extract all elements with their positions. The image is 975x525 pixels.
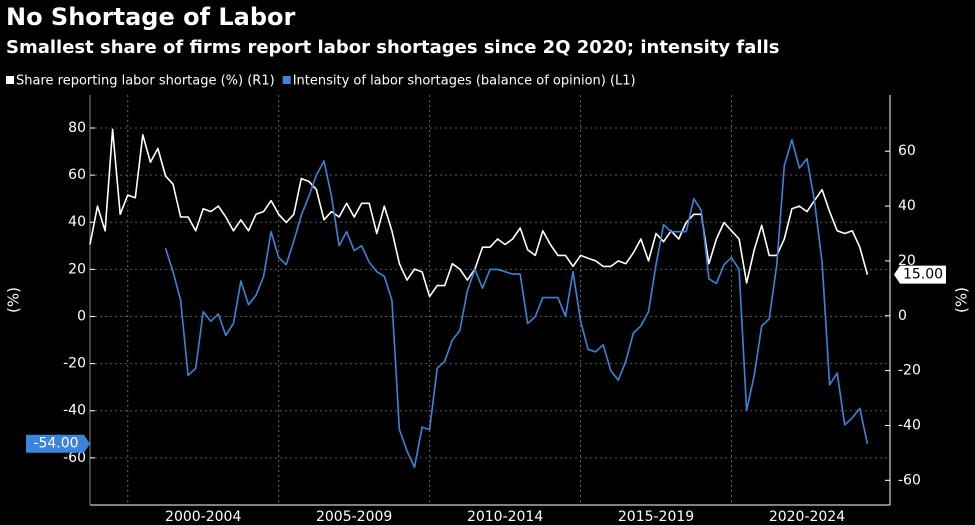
legend-label: Share reporting labor shortage (%) (R1) — [16, 74, 275, 89]
y-tick-label: 80 — [68, 120, 86, 136]
end-label: 15.00 — [903, 267, 943, 283]
y2-tick-label: 0 — [898, 308, 907, 324]
y-tick-label: 0 — [77, 308, 86, 324]
y-tick-label: 60 — [68, 167, 86, 183]
y-tick-label: 20 — [68, 261, 86, 277]
series-line — [164, 139, 869, 469]
y2-axis-label: (%) — [953, 287, 971, 313]
chart-subtitle: Smallest share of firms report labor sho… — [6, 37, 779, 58]
y2-tick-label: -40 — [898, 417, 921, 433]
y-tick-label: 40 — [68, 214, 86, 230]
end-label: -54.00 — [33, 436, 78, 452]
y-tick-label: -20 — [63, 356, 86, 372]
y-axis-label: (%) — [5, 287, 23, 313]
x-tick-label: 2010-2014 — [467, 509, 543, 525]
x-tick-label: 2000-2004 — [165, 509, 241, 525]
y2-tick-label: -20 — [898, 363, 921, 379]
y2-tick-label: 20 — [898, 253, 916, 269]
legend-swatch — [6, 76, 14, 84]
legend-swatch — [282, 76, 291, 84]
y2-tick-label: 40 — [898, 198, 916, 214]
x-tick-label: 2015-2019 — [618, 509, 694, 525]
y2-tick-label: 60 — [898, 143, 916, 159]
y-tick-label: -60 — [63, 450, 86, 466]
y2-tick-label: -60 — [898, 472, 921, 488]
end-label-box — [26, 434, 90, 453]
y-tick-label: -40 — [63, 403, 86, 419]
x-tick-label: 2005-2009 — [316, 509, 392, 525]
x-tick-label: 2020-2024 — [769, 509, 845, 525]
chart-title: No Shortage of Labor — [6, 3, 296, 31]
end-label-box — [894, 265, 946, 284]
legend-label: Intensity of labor shortages (balance of… — [293, 74, 636, 89]
series-line — [89, 128, 869, 298]
